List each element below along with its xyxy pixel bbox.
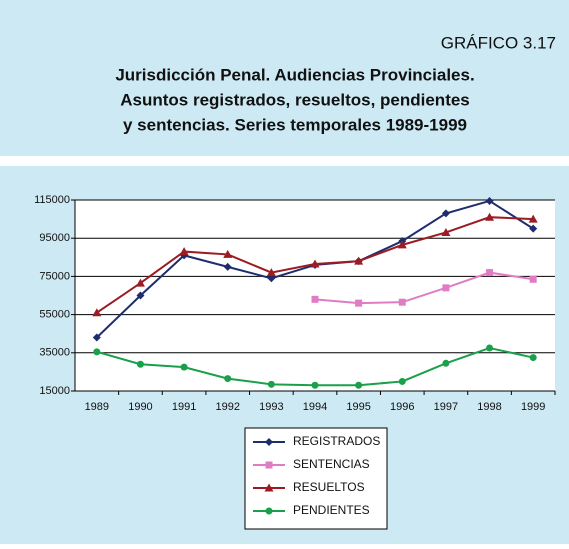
data-point [92,308,102,317]
x-tick-label: 1990 [128,401,152,413]
chart-title: Jurisdicción Penal. Audiencias Provincia… [115,65,474,84]
header-panel [0,0,569,156]
chart-title: y sentencias. Series temporales 1989-199… [123,115,467,134]
data-point [223,262,232,271]
chart-label: GRÁFICO 3.17 [441,33,556,52]
data-point [528,214,538,223]
data-point [311,295,319,303]
series-line [314,271,534,305]
data-point [136,291,145,300]
legend-label: SENTENCIAS [293,457,370,471]
plot-area [75,200,555,391]
x-tick-label: 1989 [85,401,109,413]
data-point [267,274,276,283]
data-point [310,259,320,268]
data-point [398,298,406,306]
data-point [529,275,537,283]
y-tick-label: 95000 [39,232,70,244]
legend-marker [265,507,273,515]
data-point [441,209,450,218]
x-tick-label: 1993 [259,401,283,413]
data-point [224,375,232,383]
data-point [135,278,145,287]
x-tick-label: 1992 [215,401,239,413]
legend-marker [265,438,273,446]
legend-marker [264,483,274,492]
x-tick-label: 1997 [434,401,458,413]
x-tick-label: 1999 [521,401,545,413]
data-point [397,240,407,249]
y-tick-label: 75000 [39,270,70,282]
data-point [355,299,363,307]
data-point [486,269,494,277]
data-point [529,224,538,233]
chart-title: Asuntos registrados, resueltos, pendient… [120,90,470,109]
data-point [179,247,189,256]
y-tick-label: 15000 [39,385,70,397]
legend-marker [265,461,273,469]
x-tick-label: 1994 [303,401,327,413]
data-point [486,344,494,352]
data-point [485,196,494,205]
data-point [442,359,450,367]
data-point [93,348,101,356]
data-point [398,377,406,385]
data-point [355,381,363,389]
data-point [92,333,101,342]
data-point [441,227,451,236]
data-point [311,381,319,389]
x-tick-label: 1996 [390,401,414,413]
data-point [485,212,495,221]
y-tick-label: 35000 [39,347,70,359]
data-point [354,256,364,265]
legend-label: RESUELTOS [293,480,365,494]
data-point [266,268,276,277]
legend-label: REGISTRADOS [293,434,380,448]
x-tick-label: 1995 [346,401,370,413]
legend-label: PENDIENTES [293,503,370,517]
x-tick-label: 1998 [477,401,501,413]
data-point [180,363,188,371]
y-tick-label: 115000 [34,194,70,206]
data-point [223,249,233,258]
data-point [267,380,275,388]
data-point [136,360,144,368]
data-point [529,354,537,362]
x-tick-label: 1991 [172,401,196,413]
y-tick-label: 55000 [39,309,70,321]
data-point [442,284,450,292]
